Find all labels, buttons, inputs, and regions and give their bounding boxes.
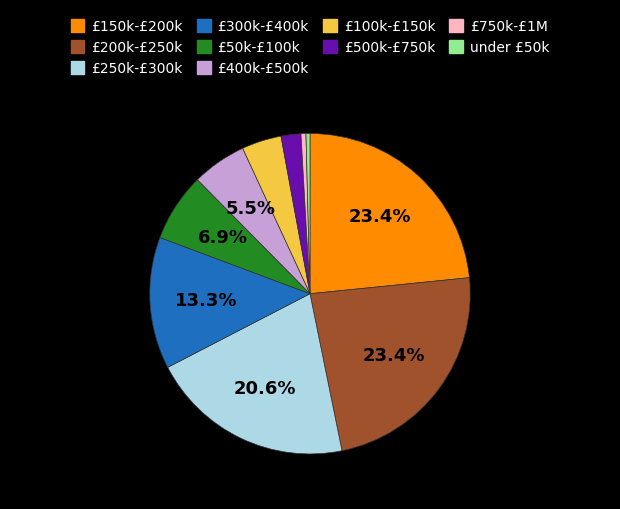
Wedge shape: [150, 238, 310, 367]
Text: 6.9%: 6.9%: [198, 229, 247, 247]
Wedge shape: [197, 149, 310, 294]
Text: 13.3%: 13.3%: [175, 291, 237, 309]
Wedge shape: [281, 134, 310, 294]
Text: 23.4%: 23.4%: [363, 347, 425, 365]
Legend: £150k-£200k, £200k-£250k, £250k-£300k, £300k-£400k, £50k-£100k, £400k-£500k, £10: £150k-£200k, £200k-£250k, £250k-£300k, £…: [64, 13, 556, 83]
Wedge shape: [167, 294, 342, 454]
Wedge shape: [160, 180, 310, 294]
Wedge shape: [310, 134, 469, 294]
Text: 23.4%: 23.4%: [348, 208, 411, 226]
Wedge shape: [301, 134, 310, 294]
Wedge shape: [306, 134, 310, 294]
Wedge shape: [242, 137, 310, 294]
Text: 20.6%: 20.6%: [234, 379, 296, 397]
Text: 5.5%: 5.5%: [226, 200, 276, 218]
Wedge shape: [310, 278, 470, 451]
